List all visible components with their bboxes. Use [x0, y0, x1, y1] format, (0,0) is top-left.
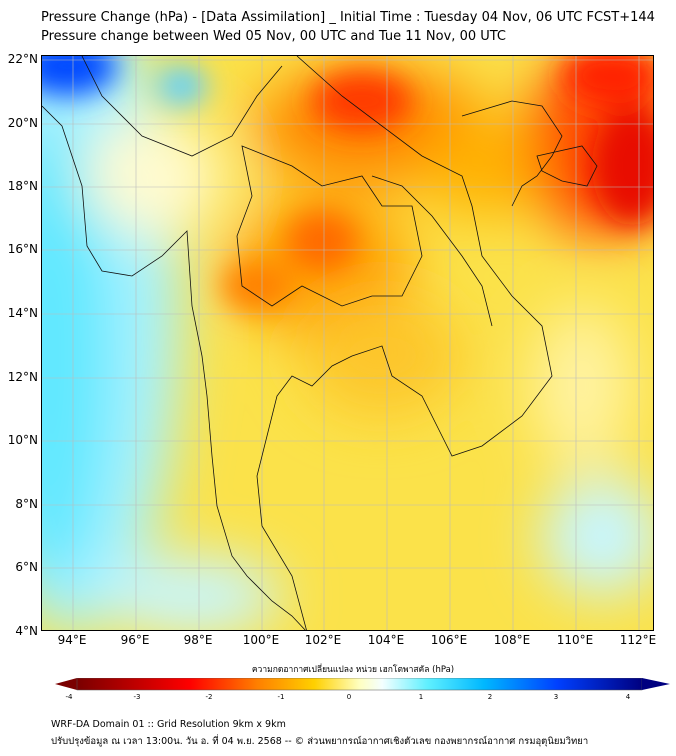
colorbar-tick: 3: [553, 693, 559, 701]
lat-label: 12°N: [7, 370, 38, 384]
lon-label: 94°E: [57, 633, 87, 647]
lon-label: 104°E: [367, 633, 405, 647]
lat-label: 14°N: [7, 306, 38, 320]
lon-label: 98°E: [183, 633, 213, 647]
lat-label: 16°N: [7, 242, 38, 256]
colorbar-tick: 4: [625, 693, 631, 701]
lon-label: 108°E: [493, 633, 531, 647]
footer-update-info: ปรับปรุงข้อมูล ณ เวลา 13:00น. วัน อ. ที่…: [51, 736, 589, 747]
colorbar-tick: -3: [133, 693, 141, 701]
lon-label: 100°E: [242, 633, 280, 647]
lat-label: 4°N: [15, 624, 38, 638]
coastlines-borders: [42, 56, 598, 630]
pressure-change-map: [41, 55, 654, 631]
colorbar-tick: 1: [418, 693, 424, 701]
map-field: [42, 56, 653, 630]
chart-title: Pressure Change (hPa) - [Data Assimilati…: [41, 10, 655, 25]
colorbar-tick: -4: [65, 693, 73, 701]
lon-label: 102°E: [304, 633, 342, 647]
chart-subtitle: Pressure change between Wed 05 Nov, 00 U…: [41, 29, 507, 44]
colorbar: [55, 678, 670, 691]
lat-label: 8°N: [15, 497, 38, 511]
lon-label: 110°E: [556, 633, 594, 647]
lon-label: 96°E: [120, 633, 150, 647]
colorbar-tick: 2: [487, 693, 493, 701]
colorbar-tick: 0: [346, 693, 352, 701]
lat-label: 22°N: [7, 52, 38, 66]
lat-label: 6°N: [15, 560, 38, 574]
lat-label: 18°N: [7, 179, 38, 193]
colorbar-tick: -2: [205, 693, 213, 701]
footer-domain-info: WRF-DA Domain 01 :: Grid Resolution 9km …: [51, 719, 286, 730]
gridlines: [42, 56, 653, 630]
lat-label: 10°N: [7, 433, 38, 447]
lon-label: 106°E: [430, 633, 468, 647]
lat-label: 20°N: [7, 116, 38, 130]
colorbar-tick: -1: [277, 693, 285, 701]
colorbar-label: ความกดอากาศเปลี่ยนแปลง หน่วย เฮกโตพาสคัล…: [251, 665, 455, 675]
lon-label: 112°E: [619, 633, 657, 647]
